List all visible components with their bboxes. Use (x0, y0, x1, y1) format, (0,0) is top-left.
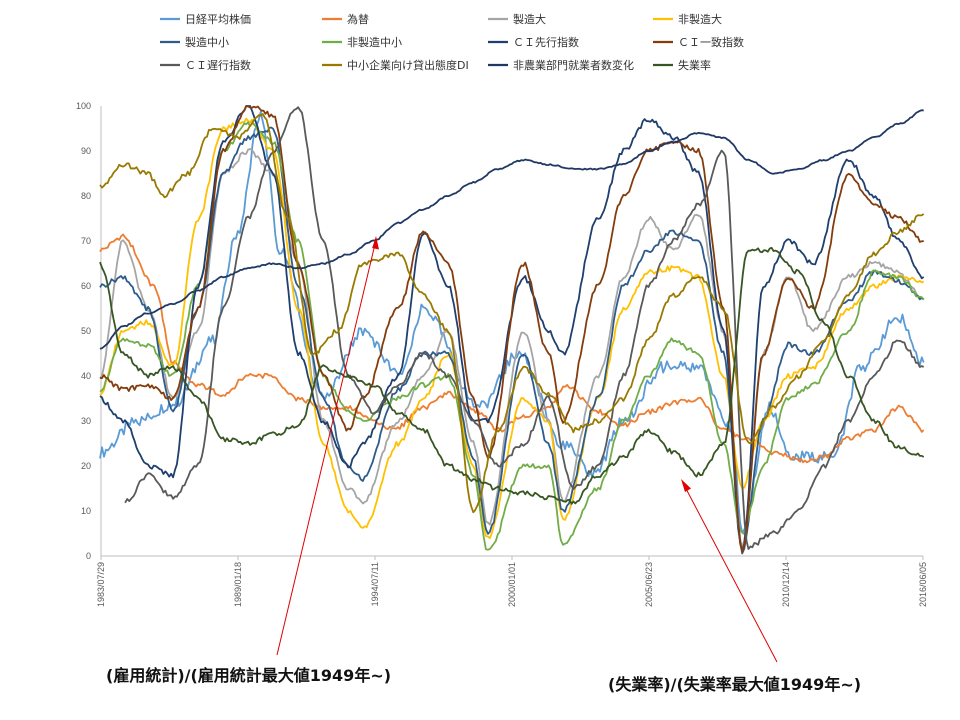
y-tick-label: 90 (81, 146, 91, 156)
legend-label: 中小企業向け貸出態度DI (347, 58, 469, 72)
legend-label: 非製造大 (678, 12, 722, 26)
legend-label: 日経平均株価 (185, 12, 251, 26)
series-6-line (99, 121, 925, 551)
legend-label: ＣＩ一致指数 (678, 35, 744, 49)
y-tick-label: 40 (81, 371, 91, 381)
y-axis: 0 10 20 30 40 50 60 70 80 90 100 (76, 101, 102, 561)
y-tick-label: 70 (81, 236, 91, 246)
series-3-line (99, 148, 925, 549)
y-tick-label: 10 (81, 506, 91, 516)
series-1-line (99, 111, 925, 534)
y-tick-label: 50 (81, 326, 91, 336)
x-tick-label: 1994/07/11 (370, 562, 380, 606)
y-tick-label: 0 (86, 551, 91, 561)
legend-label: 非農業部門就業者数変化 (513, 58, 634, 72)
legend-label: ＣＩ遅行指数 (185, 58, 251, 72)
legend-label: 製造大 (513, 12, 546, 26)
y-tick-label: 20 (81, 461, 91, 471)
series-12-line (99, 246, 925, 505)
arrow-head-employment (372, 236, 379, 250)
arrow-line-unemployment (682, 482, 778, 663)
legend-label: ＣＩ先行指数 (513, 35, 579, 49)
legend-label: 為替 (347, 12, 369, 26)
series-4-line (99, 117, 925, 540)
series-2-line (99, 233, 925, 464)
arrow-line-employment (276, 239, 377, 656)
annotations: (雇用統計)/(雇用統計最大値1949年~) (失業率)/(失業率最大値1949… (106, 236, 861, 694)
series-11-line (99, 109, 924, 350)
series-5-line (99, 126, 925, 555)
y-tick-label: 100 (76, 101, 91, 111)
x-tick-label: 1983/07/29 (96, 562, 106, 607)
employment-note: (雇用統計)/(雇用統計最大値1949年~) (106, 666, 391, 685)
legend-label: 失業率 (678, 58, 711, 72)
x-tick-label: 2016/06/05 (918, 562, 928, 607)
y-tick-label: 60 (81, 281, 91, 291)
plot-area (99, 105, 925, 555)
unemployment-note: (失業率)/(失業率最大値1949年~) (608, 675, 861, 694)
y-tick-label: 30 (81, 416, 91, 426)
y-tick-label: 80 (81, 191, 91, 201)
x-tick-label: 2010/12/14 (781, 562, 791, 607)
x-tick-label: 2005/06/23 (644, 562, 654, 607)
legend-label: 製造中小 (185, 35, 229, 49)
x-tick-label: 2000/01/01 (507, 562, 517, 607)
series-9-line (124, 106, 925, 550)
series-8-line (99, 105, 924, 553)
legend-label: 非製造中小 (347, 35, 402, 49)
x-tick-label: 1989/01/18 (233, 562, 243, 607)
x-axis: 1983/07/29 1989/01/18 1994/07/11 2000/01/01… (96, 555, 928, 607)
arrow-head-unemployment (681, 479, 691, 492)
series-10-line (99, 113, 925, 514)
